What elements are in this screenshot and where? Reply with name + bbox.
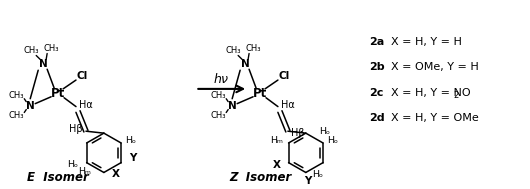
Text: N: N (26, 101, 34, 111)
Text: Hα: Hα (79, 100, 93, 110)
Text: X = H, Y = NO: X = H, Y = NO (391, 88, 471, 98)
Text: Z  Isomer: Z Isomer (229, 171, 291, 184)
Text: Cl: Cl (278, 71, 289, 81)
Text: Hₒ: Hₒ (328, 136, 339, 145)
Text: CH₃: CH₃ (43, 44, 59, 53)
Text: CH₃: CH₃ (245, 44, 261, 53)
Text: X = H, Y = H: X = H, Y = H (391, 37, 462, 47)
Text: 2d: 2d (369, 113, 385, 123)
Text: 2a: 2a (369, 37, 385, 47)
Text: Hₘ: Hₘ (78, 167, 91, 176)
Text: X = H, Y = OMe: X = H, Y = OMe (391, 113, 479, 123)
Text: Pt: Pt (253, 87, 267, 100)
Text: CH₃: CH₃ (210, 91, 226, 100)
Text: 2c: 2c (369, 88, 384, 98)
Text: Hβ: Hβ (69, 124, 83, 134)
Text: CH₃: CH₃ (23, 46, 39, 55)
Text: N: N (241, 59, 250, 69)
Text: Y: Y (129, 153, 137, 163)
Text: $h\nu$: $h\nu$ (213, 72, 229, 86)
Text: Y: Y (304, 176, 312, 186)
Text: N: N (228, 101, 236, 111)
Text: Hβ: Hβ (291, 128, 305, 138)
Text: Hα: Hα (281, 100, 295, 110)
Text: E  Isomer: E Isomer (27, 171, 89, 184)
Text: CH₃: CH₃ (210, 111, 226, 120)
Text: Hₒ: Hₒ (320, 127, 331, 136)
Text: Hₒ: Hₒ (312, 170, 323, 179)
Text: X = OMe, Y = H: X = OMe, Y = H (391, 62, 479, 72)
Text: Hₘ: Hₘ (270, 136, 283, 145)
Text: X: X (112, 170, 120, 179)
Text: CH₃: CH₃ (8, 91, 24, 100)
Text: Hₒ: Hₒ (126, 136, 137, 145)
Text: Cl: Cl (76, 71, 87, 81)
Text: CH₃: CH₃ (8, 111, 24, 120)
Text: 2b: 2b (369, 62, 385, 72)
Text: Pt: Pt (51, 87, 65, 100)
Text: N: N (39, 59, 48, 69)
Text: CH₃: CH₃ (225, 46, 241, 55)
Text: Hₒ: Hₒ (67, 160, 78, 169)
Text: 2: 2 (453, 91, 458, 100)
Text: X: X (272, 160, 280, 170)
